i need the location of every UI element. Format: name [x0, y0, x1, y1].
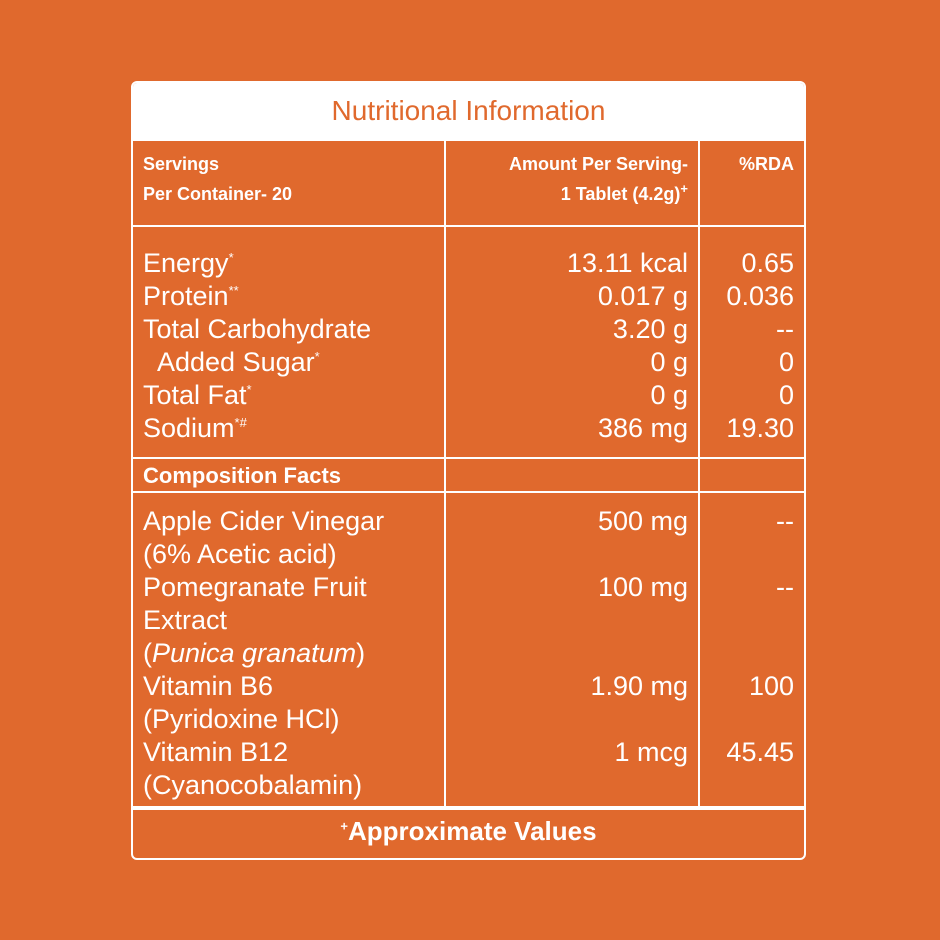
nutrient-amounts: 13.11 kcal 0.017 g 3.20 g 0 g 0 g 386 mg	[444, 225, 700, 459]
composition-row: Apple Cider Vinegar (6% Acetic acid) Pom…	[133, 491, 804, 808]
nutrient-name: Total Carbohydrate	[143, 314, 372, 344]
nutrient-name: Sodium*#	[143, 413, 247, 443]
table-title: Nutritional Information	[133, 83, 804, 139]
nutrient-name: Protein**	[143, 281, 239, 311]
header-row: Servings Per Container- 20 Amount Per Ser…	[133, 139, 804, 227]
nutrition-grid: Servings Per Container- 20 Amount Per Ser…	[133, 139, 804, 808]
nutrition-table: Nutritional Information Servings Per Cont…	[131, 81, 806, 860]
nutrients-row: Energy* Protein** Total Carbohydrate Add…	[133, 225, 804, 459]
composition-header-row: Composition Facts	[133, 457, 804, 493]
nutrient-rda: 0.65 0.036 -- 0 0 19.30	[698, 225, 804, 459]
nutrient-name: Added Sugar*	[157, 347, 320, 377]
footer-note: +Approximate Values	[133, 808, 804, 853]
nutrient-name: Total Fat*	[143, 380, 252, 410]
servings-header: Servings Per Container- 20	[133, 139, 446, 227]
composition-amounts: 500 mg 100 mg 1.90 mg 1 mcg	[444, 491, 700, 808]
composition-names: Apple Cider Vinegar (6% Acetic acid) Pom…	[133, 491, 446, 808]
rda-header: %RDA	[698, 139, 804, 227]
composition-rda: -- -- 100 45.45	[698, 491, 804, 808]
nutrient-names: Energy* Protein** Total Carbohydrate Add…	[133, 225, 446, 459]
amount-header: Amount Per Serving- 1 Tablet (4.2g)+	[444, 139, 700, 227]
nutrient-name: Energy*	[143, 248, 234, 278]
composition-title: Composition Facts	[133, 457, 446, 493]
